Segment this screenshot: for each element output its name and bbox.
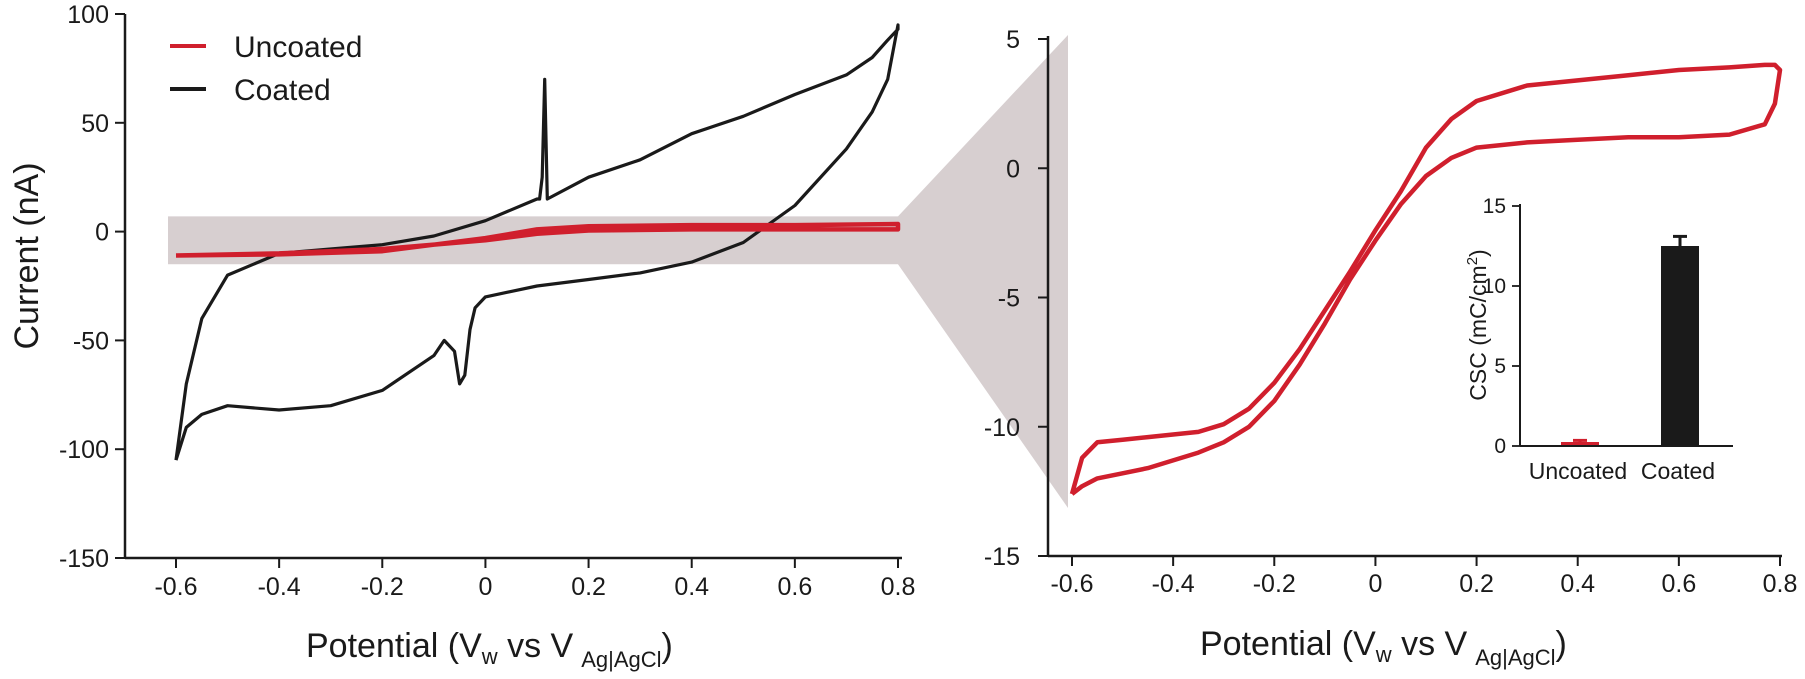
- inset-category-label: Coated: [1641, 458, 1715, 484]
- inset-axes: [1512, 204, 1733, 447]
- right-x-tick-label: -0.4: [1152, 570, 1195, 598]
- inset-y-axis-title: CSC (mC/cm2): [1464, 249, 1491, 400]
- zoom-connector: [898, 35, 1068, 508]
- inset-tick-labels: 0 5 10 15 Uncoated Coated: [1483, 195, 1715, 484]
- inset-y-tick-label: 15: [1483, 195, 1506, 218]
- right-x-tick-label: 0.2: [1459, 570, 1494, 598]
- left-cv-panel: -150 -100 -50 0 50 100 -0.6 -0.4 -0.2 0 0.2 0.4 0.6 0…: [8, 1, 915, 672]
- right-zoom-panel: -15 -10 -5 0 5 -0.6 -0.4 -0.2 0 0.2 0.4 0.6 0.8 Pote…: [984, 26, 1798, 670]
- right-x-tick-label: -0.6: [1050, 570, 1093, 598]
- right-series-group: [1069, 62, 1783, 496]
- inset-csc-bar-chart: 0 5 10 15 Uncoated Coated CSC (mC/cm2): [1464, 195, 1733, 484]
- left-y-tick-label: -100: [59, 436, 109, 464]
- left-x-tick-label: 0.6: [777, 573, 812, 601]
- right-x-tick-label: 0.8: [1763, 570, 1798, 598]
- left-y-tick-label: 0: [95, 219, 109, 247]
- right-tick-labels: -15 -10 -5 0 5 -0.6 -0.4 -0.2 0 0.2 0.4 0.6 0.8: [984, 26, 1798, 598]
- right-y-tick-label: -5: [998, 285, 1020, 313]
- left-tick-labels: -150 -100 -50 0 50 100 -0.6 -0.4 -0.2 0 0.2 0.4 0.6 0…: [59, 1, 915, 601]
- inset-bar-coated: [1661, 246, 1699, 446]
- left-axes: [115, 13, 902, 568]
- right-y-tick-label: -15: [984, 543, 1020, 571]
- left-x-tick-label: 0.8: [881, 573, 916, 601]
- right-y-tick-label: -10: [984, 414, 1020, 442]
- left-y-axis-title: Current (nA): [8, 162, 46, 349]
- left-x-tick-label: -0.2: [361, 573, 404, 601]
- right-y-tick-label: 5: [1006, 26, 1020, 54]
- right-x-tick-label: 0.4: [1560, 570, 1595, 598]
- right-axes: [1038, 36, 1782, 566]
- inset-bars: [1561, 234, 1699, 446]
- legend-coated-label: Coated: [234, 74, 331, 107]
- left-y-tick-label: -150: [59, 545, 109, 573]
- inset-y-tick-label: 5: [1494, 355, 1506, 378]
- left-x-tick-label: -0.4: [258, 573, 301, 601]
- left-x-tick-label: -0.6: [154, 573, 197, 601]
- left-x-tick-label: 0.2: [571, 573, 606, 601]
- legend-uncoated-label: Uncoated: [234, 31, 362, 64]
- inset-category-label: Uncoated: [1529, 458, 1627, 484]
- left-x-axis-title: Potential (Vw vs V Ag|AgCl): [306, 627, 673, 672]
- left-x-tick-label: 0.4: [674, 573, 709, 601]
- right-series-uncoated: [1069, 62, 1783, 496]
- inset-y-tick-label: 0: [1494, 435, 1506, 458]
- right-x-tick-label: 0.6: [1661, 570, 1696, 598]
- right-x-tick-label: -0.2: [1253, 570, 1296, 598]
- left-series-uncoated: [175, 221, 901, 258]
- left-y-tick-label: 100: [67, 1, 109, 29]
- left-x-tick-label: 0: [478, 573, 492, 601]
- left-series-coated: [174, 23, 900, 461]
- left-y-tick-label: -50: [73, 327, 109, 355]
- inset-bar-uncoated: [1561, 442, 1599, 446]
- right-x-tick-label: 0: [1368, 570, 1382, 598]
- legend: Uncoated Coated: [170, 31, 362, 107]
- left-y-tick-label: 50: [81, 110, 109, 138]
- right-x-axis-title: Potential (Vw vs V Ag|AgCl): [1200, 625, 1567, 670]
- inset-y-tick-label: 10: [1483, 275, 1506, 298]
- right-y-tick-label: 0: [1006, 155, 1020, 183]
- left-series-group: [174, 23, 901, 461]
